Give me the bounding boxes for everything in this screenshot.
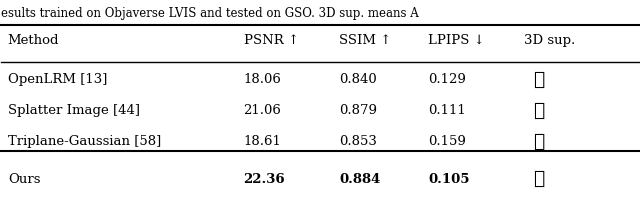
Text: SSIM ↑: SSIM ↑ xyxy=(339,34,392,47)
Text: LPIPS ↓: LPIPS ↓ xyxy=(428,34,485,47)
Text: 0.105: 0.105 xyxy=(428,172,470,186)
Text: Triplane-Gaussian [58]: Triplane-Gaussian [58] xyxy=(8,135,161,148)
Text: ✗: ✗ xyxy=(534,70,545,89)
Text: OpenLRM [13]: OpenLRM [13] xyxy=(8,73,107,86)
Text: 22.36: 22.36 xyxy=(244,172,285,186)
Text: 0.111: 0.111 xyxy=(428,104,466,117)
Text: 0.884: 0.884 xyxy=(339,172,381,186)
Text: 0.840: 0.840 xyxy=(339,73,377,86)
Text: Splatter Image [44]: Splatter Image [44] xyxy=(8,104,140,117)
Text: esults trained on Objaverse LVIS and tested on GSO. 3D sup. means A: esults trained on Objaverse LVIS and tes… xyxy=(1,7,419,20)
Text: PSNR ↑: PSNR ↑ xyxy=(244,34,299,47)
Text: Ours: Ours xyxy=(8,172,40,186)
Text: ✗: ✗ xyxy=(534,170,545,188)
Text: ✗: ✗ xyxy=(534,102,545,120)
Text: 18.61: 18.61 xyxy=(244,135,282,148)
Text: 21.06: 21.06 xyxy=(244,104,282,117)
Text: 0.159: 0.159 xyxy=(428,135,466,148)
Text: Method: Method xyxy=(8,34,60,47)
Text: 0.879: 0.879 xyxy=(339,104,377,117)
Text: 18.06: 18.06 xyxy=(244,73,282,86)
Text: ✓: ✓ xyxy=(534,133,545,151)
Text: 0.129: 0.129 xyxy=(428,73,466,86)
Text: 3D sup.: 3D sup. xyxy=(524,34,575,47)
Text: 0.853: 0.853 xyxy=(339,135,377,148)
